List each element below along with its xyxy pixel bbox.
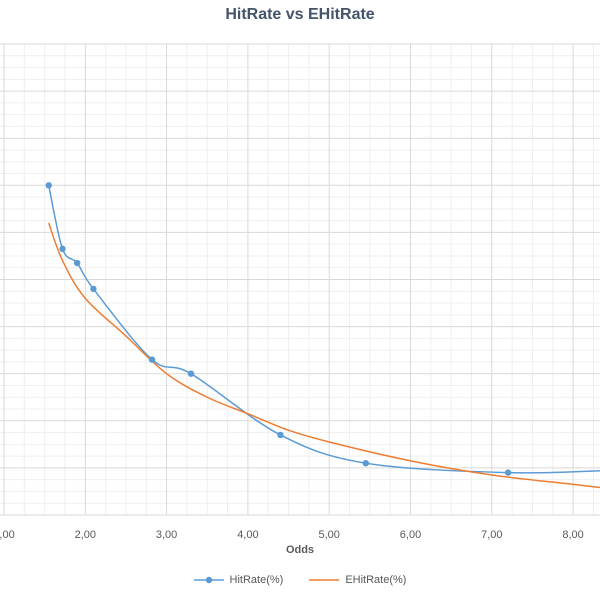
- data-point-hitrate: [277, 431, 284, 439]
- data-point-hitrate: [59, 245, 66, 253]
- data-point-hitrate: [504, 469, 512, 476]
- legend-item-ehitrate: EHitRate(%): [309, 574, 406, 586]
- legend-swatch-hitrate: [193, 576, 224, 584]
- x-axis-label: Odds: [286, 544, 314, 556]
- series-line-ehitrate: [48, 222, 600, 489]
- legend-label-hitrate: HitRate(%): [229, 574, 284, 586]
- x-tick-label: 6,00: [400, 529, 421, 541]
- x-tick-label: 7,00: [481, 529, 502, 541]
- data-point-hitrate: [148, 356, 156, 363]
- legend: HitRate(%) EHitRate(%): [0, 574, 600, 586]
- x-tick-label: 3,00: [156, 529, 177, 541]
- legend-label-ehitrate: EHitRate(%): [345, 574, 407, 586]
- legend-swatch-ehitrate: [309, 579, 340, 581]
- legend-item-hitrate: HitRate(%): [193, 574, 284, 586]
- chart-title: HitRate vs EHitRate: [225, 6, 375, 23]
- data-point-hitrate: [73, 259, 81, 267]
- data-point-hitrate: [90, 285, 97, 293]
- x-tick-label: 5,00: [318, 529, 339, 541]
- x-tick-label: 1,00: [0, 529, 15, 541]
- data-point-hitrate: [45, 182, 52, 189]
- series-line-hitrate: [47, 185, 600, 474]
- data-point-hitrate: [362, 459, 369, 467]
- x-tick-label: 4,00: [237, 529, 258, 541]
- x-tick-label: 2,00: [75, 529, 96, 541]
- data-point-hitrate: [187, 370, 195, 377]
- x-tick-label: 8,00: [562, 529, 583, 541]
